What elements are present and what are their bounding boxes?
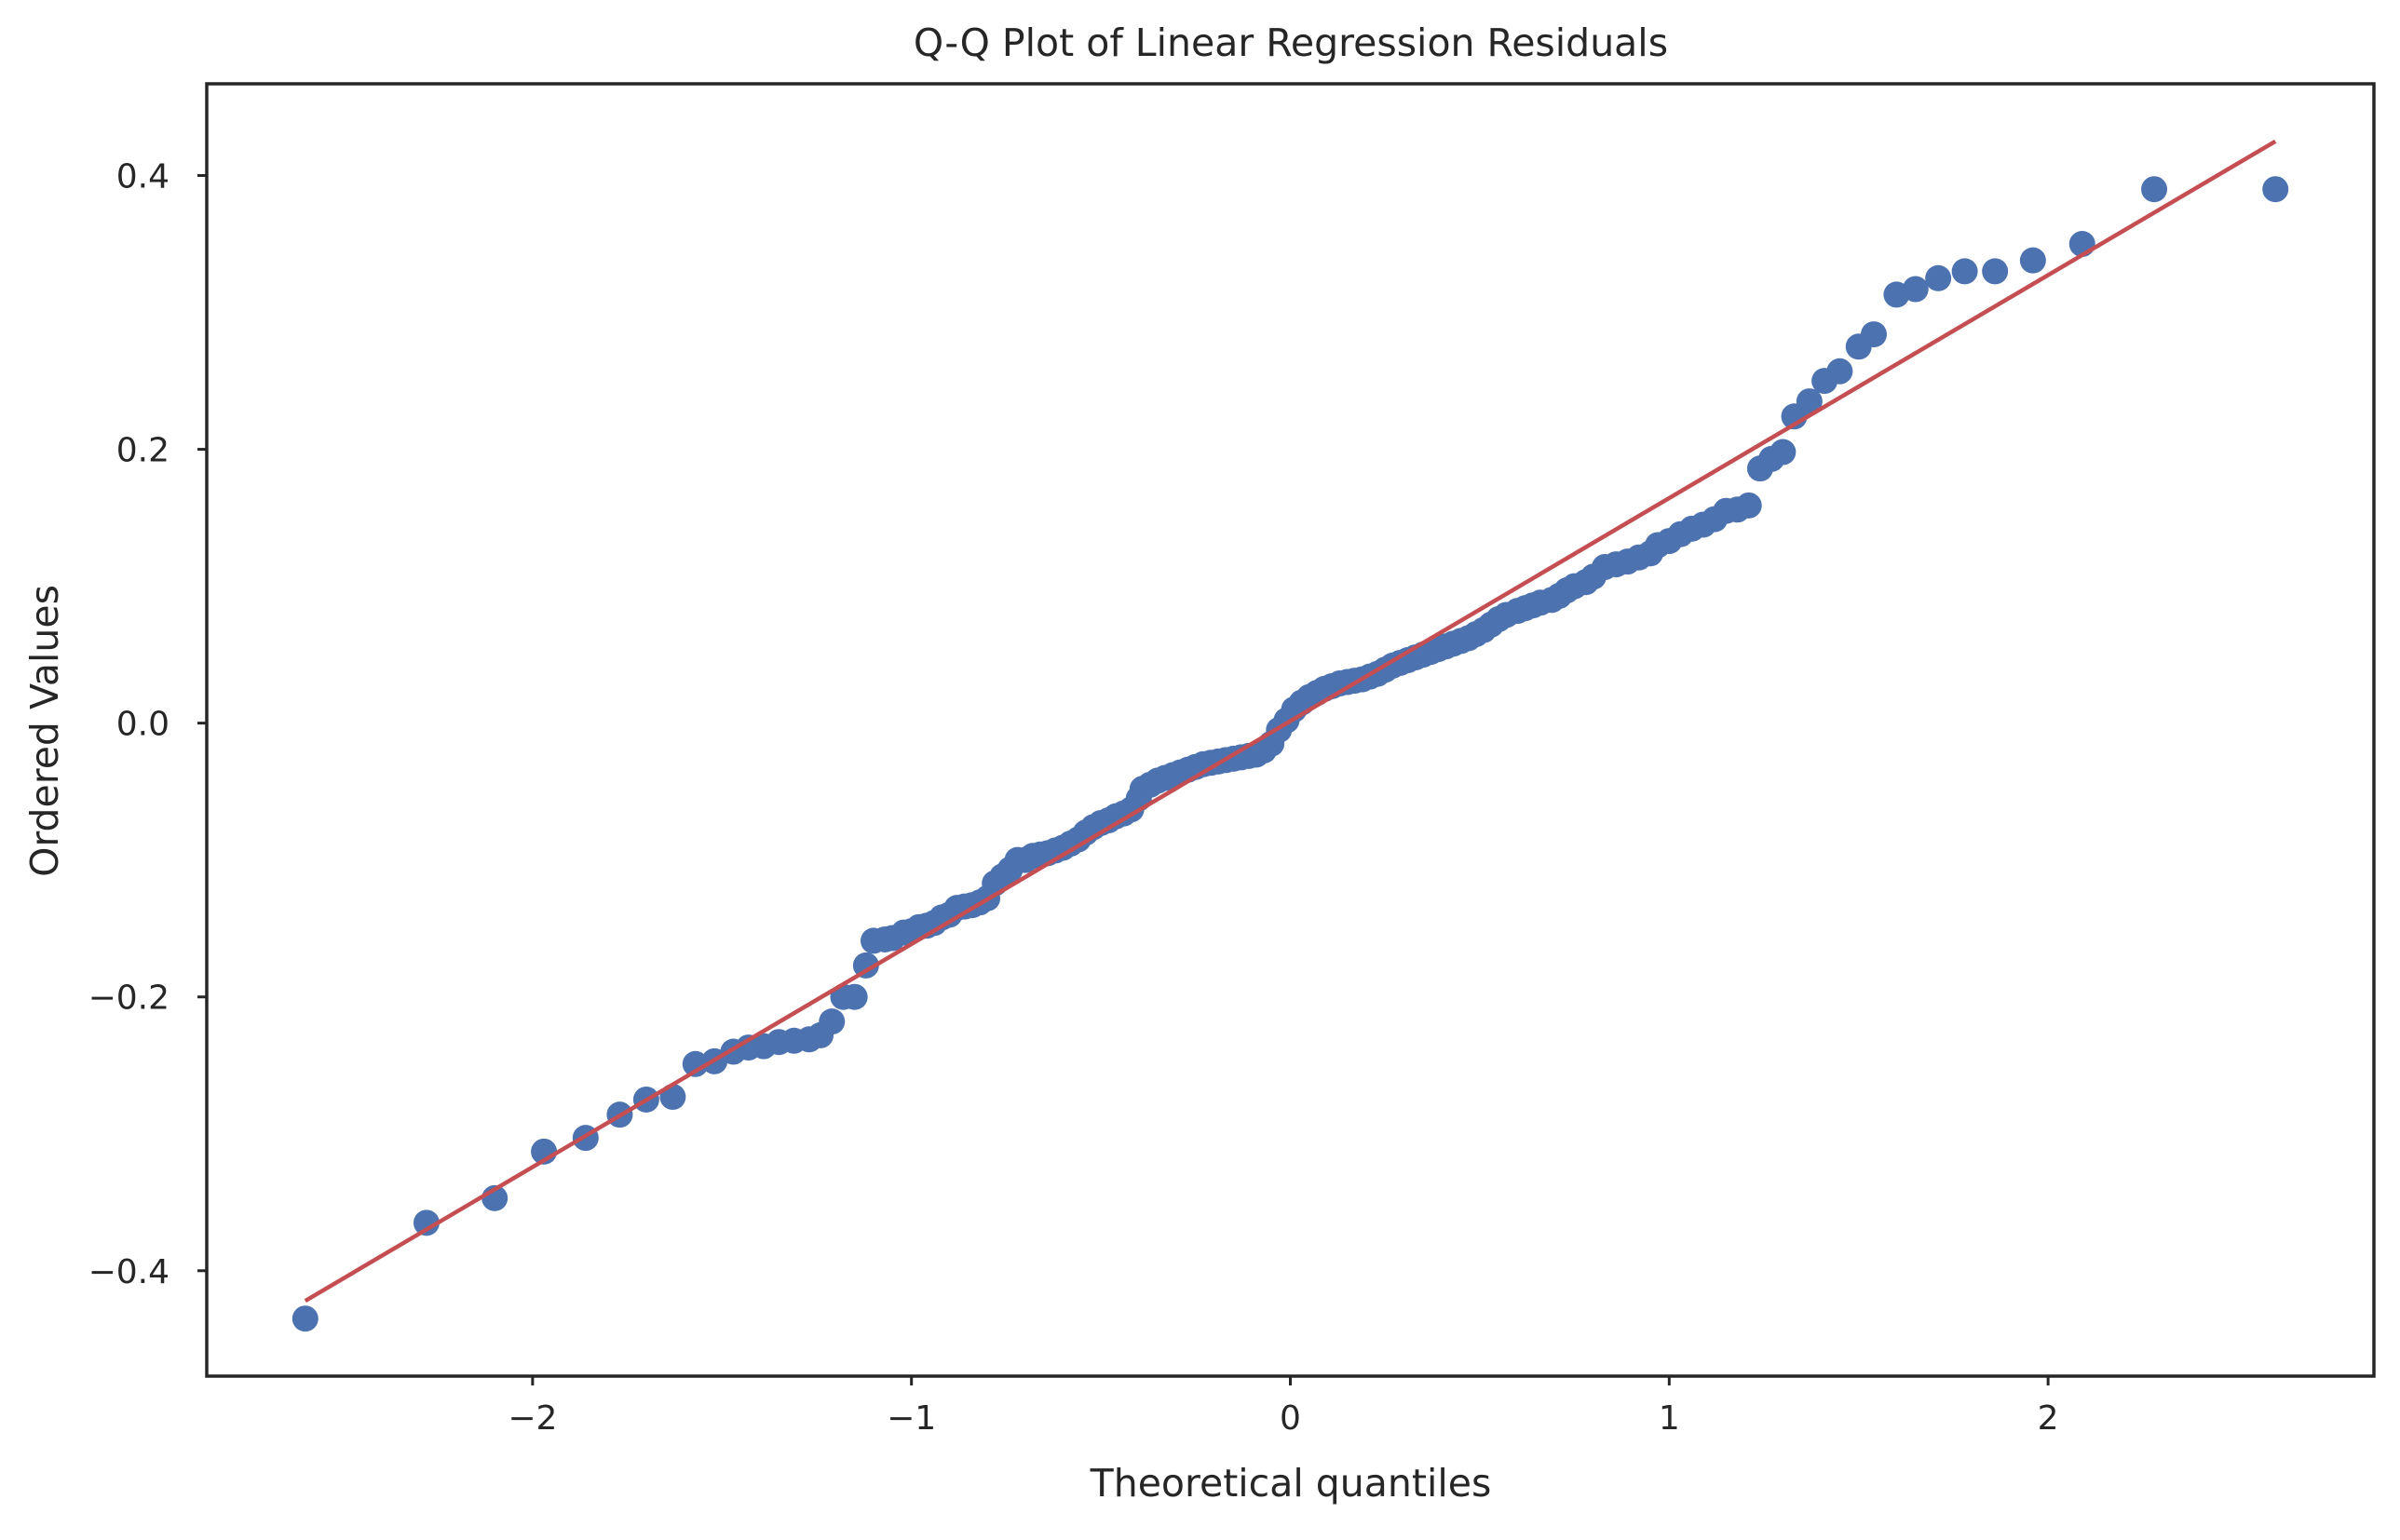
x-tick-label: 1: [1659, 1399, 1680, 1438]
x-tick-label: −1: [887, 1399, 936, 1438]
data-point: [2141, 176, 2168, 203]
x-axis-label: Theoretical quantiles: [1090, 1461, 1492, 1506]
data-point: [852, 952, 879, 979]
axes-frame: [205, 82, 2376, 1378]
data-point: [2019, 247, 2046, 274]
data-point: [1925, 264, 1952, 291]
data-point: [1951, 258, 1978, 285]
data-point: [819, 1008, 846, 1035]
data-point: [1769, 439, 1797, 466]
data-point: [841, 983, 868, 1010]
data-point: [1735, 492, 1762, 519]
data-point: [1796, 388, 1823, 415]
y-tick-label: 0.2: [116, 432, 169, 470]
y-tick-label: −0.2: [88, 979, 169, 1018]
data-point: [1902, 276, 1929, 303]
x-tick-label: −2: [508, 1399, 557, 1438]
x-tick-label: 2: [2038, 1399, 2059, 1438]
y-tick-label: 0.0: [116, 706, 169, 744]
data-point: [292, 1305, 319, 1332]
x-ticks-group: −2 −1 0 1 2: [508, 1376, 2059, 1438]
data-point: [1826, 358, 1853, 385]
data-point: [1861, 321, 1887, 348]
fit-line: [304, 139, 2277, 1304]
y-ticks-group: −0.4 −0.2 0.0 0.2 0.4: [88, 158, 207, 1291]
y-axis-label: Ordered Values: [22, 585, 67, 877]
data-point: [2262, 176, 2289, 203]
data-point: [1982, 258, 2009, 285]
plot-area: [292, 139, 2289, 1332]
chart-title: Q-Q Plot of Linear Regression Residuals: [914, 20, 1668, 65]
data-point: [413, 1209, 440, 1236]
y-tick-label: 0.4: [116, 158, 169, 196]
y-tick-label: −0.4: [88, 1253, 169, 1291]
x-tick-label: 0: [1280, 1399, 1301, 1438]
